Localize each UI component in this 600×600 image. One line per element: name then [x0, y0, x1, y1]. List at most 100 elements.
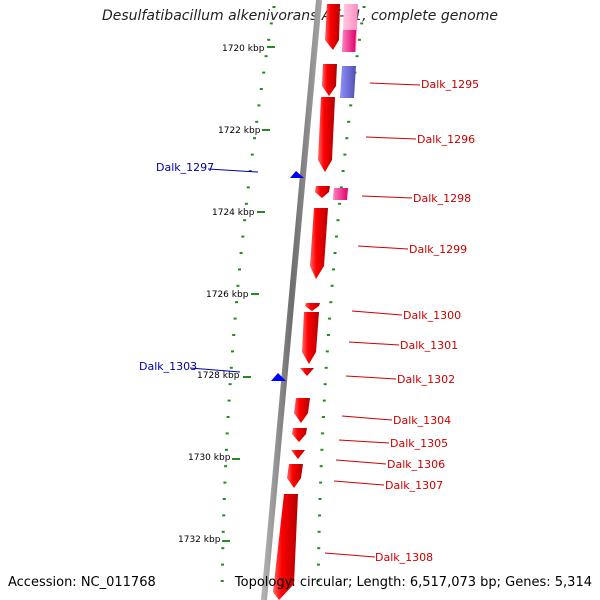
- leader-line: [207, 168, 259, 173]
- gene-label-dalk-1301[interactable]: Dalk_1301: [400, 339, 458, 352]
- scale-dot: [235, 301, 238, 304]
- gene-label-dalk-1296[interactable]: Dalk_1296: [417, 133, 475, 146]
- scale-dot: [338, 202, 342, 205]
- scale-dot: [317, 547, 321, 550]
- scale-dot: [316, 580, 320, 582]
- leader-line: [351, 310, 403, 316]
- scale-dot: [221, 530, 225, 533]
- gene-arrow-dalk-1295[interactable]: [322, 64, 337, 96]
- scale-dot: [336, 219, 340, 222]
- gene-label-dalk-1305[interactable]: Dalk_1305: [390, 437, 448, 450]
- gene-arrow-dalk-1298[interactable]: [315, 186, 330, 198]
- scale-dot: [320, 448, 324, 451]
- scale-dot: [244, 202, 248, 205]
- scale-dot: [243, 219, 247, 222]
- rna-feature[interactable]: [342, 30, 356, 52]
- scale-dot: [345, 137, 349, 140]
- scale-dot: [255, 120, 259, 123]
- outer-tick-track: [316, 6, 366, 582]
- gene-arrow-dalk-1308[interactable]: [273, 494, 298, 600]
- leader-line: [361, 195, 413, 199]
- scale-dot: [321, 432, 325, 435]
- scale-dot: [248, 170, 252, 172]
- gene-label-dalk-1302[interactable]: Dalk_1302: [397, 373, 455, 386]
- gene-label-dalk-1306[interactable]: Dalk_1306: [387, 458, 445, 471]
- leader-line: [345, 375, 397, 380]
- scale-dot: [222, 498, 226, 500]
- gene-label-dalk-1308[interactable]: Dalk_1308: [375, 551, 433, 564]
- scale-dot: [324, 366, 328, 369]
- scale-dot: [357, 38, 361, 41]
- scale-dot: [236, 284, 240, 287]
- scale-dot: [341, 170, 345, 172]
- gene-label-dalk-1295[interactable]: Dalk_1295: [421, 78, 479, 91]
- gene-arrow-dalk-1307[interactable]: [287, 464, 303, 488]
- gene-label-dalk-1297[interactable]: Dalk_1297: [156, 161, 214, 174]
- gene-arrow-dalk-1306[interactable]: [291, 450, 305, 459]
- scale-dot: [318, 514, 321, 517]
- scale-dot: [316, 563, 320, 566]
- scale-dot: [322, 399, 326, 402]
- gene-arrow-dalk-1302[interactable]: [300, 368, 314, 376]
- scale-dot: [355, 55, 359, 58]
- scale-dot: [321, 416, 325, 418]
- scale-dot: [231, 350, 234, 353]
- scale-dot: [222, 514, 226, 517]
- scale-dot: [262, 71, 266, 74]
- scale-dot: [332, 268, 335, 271]
- scale-dot: [227, 399, 231, 402]
- gene-arrow-dalk-1301[interactable]: [302, 312, 319, 364]
- accession-text: Accession: NC_011768: [8, 575, 156, 590]
- scale-dot: [323, 383, 327, 386]
- leader-line: [341, 415, 393, 421]
- gene-arrow-dalk-1294[interactable]: [325, 4, 340, 50]
- scale-dot: [226, 416, 230, 418]
- scale-dot: [232, 334, 236, 336]
- scale-dot: [269, 22, 273, 25]
- gene-arrow-dalk-1296[interactable]: [318, 97, 335, 172]
- scale-dot: [333, 252, 337, 254]
- gene-arrow-dalk-1304[interactable]: [294, 398, 310, 423]
- gene-label-dalk-1307[interactable]: Dalk_1307: [385, 479, 443, 492]
- scale-label: 1732 kbp: [178, 535, 221, 545]
- scale-tick-track: [220, 6, 276, 582]
- gene-label-dalk-1303[interactable]: Dalk_1303: [139, 360, 197, 373]
- scale-label: 1724 kbp: [212, 208, 255, 218]
- scale-dot: [225, 432, 229, 435]
- scale-dot: [328, 317, 332, 320]
- scale-dot: [325, 350, 329, 353]
- rna-feature[interactable]: [333, 188, 348, 200]
- gene-arrow-dalk-1300[interactable]: [305, 303, 320, 311]
- misc-feature[interactable]: [340, 66, 356, 98]
- scale-dot: [259, 88, 263, 90]
- scale-label: 1730 kbp: [188, 453, 231, 463]
- scale-dot: [318, 498, 322, 500]
- gene-arrow-dalk-1305[interactable]: [292, 428, 307, 442]
- gene-arrow-dalk-1297[interactable]: [290, 171, 304, 178]
- gene-label-dalk-1299[interactable]: Dalk_1299: [409, 243, 467, 256]
- gene-label-dalk-1304[interactable]: Dalk_1304: [393, 414, 451, 427]
- leader-line: [357, 245, 409, 250]
- gene-label-dalk-1298[interactable]: Dalk_1298: [413, 192, 471, 205]
- scale-label: 1726 kbp: [206, 290, 249, 300]
- leader-line: [338, 439, 390, 444]
- gene-arrow-dalk-1299[interactable]: [310, 208, 328, 279]
- scale-dot: [267, 38, 271, 41]
- gene-label-dalk-1300[interactable]: Dalk_1300: [403, 309, 461, 322]
- leader-line: [189, 367, 241, 373]
- scale-dot: [326, 334, 330, 336]
- leader-line: [348, 341, 400, 346]
- gene-arrow-dalk-1303[interactable]: [271, 373, 286, 381]
- scale-dot: [238, 268, 241, 271]
- scale-dot: [241, 235, 245, 238]
- gene-track: [271, 4, 340, 600]
- leader-line: [369, 82, 421, 86]
- scale-dot: [253, 137, 256, 140]
- scale-dot: [221, 563, 224, 566]
- scale-dot: [347, 120, 351, 123]
- scale-dot: [228, 383, 232, 386]
- scale-dot: [220, 580, 224, 582]
- scale-dot: [221, 547, 225, 550]
- scale-dot: [362, 6, 366, 8]
